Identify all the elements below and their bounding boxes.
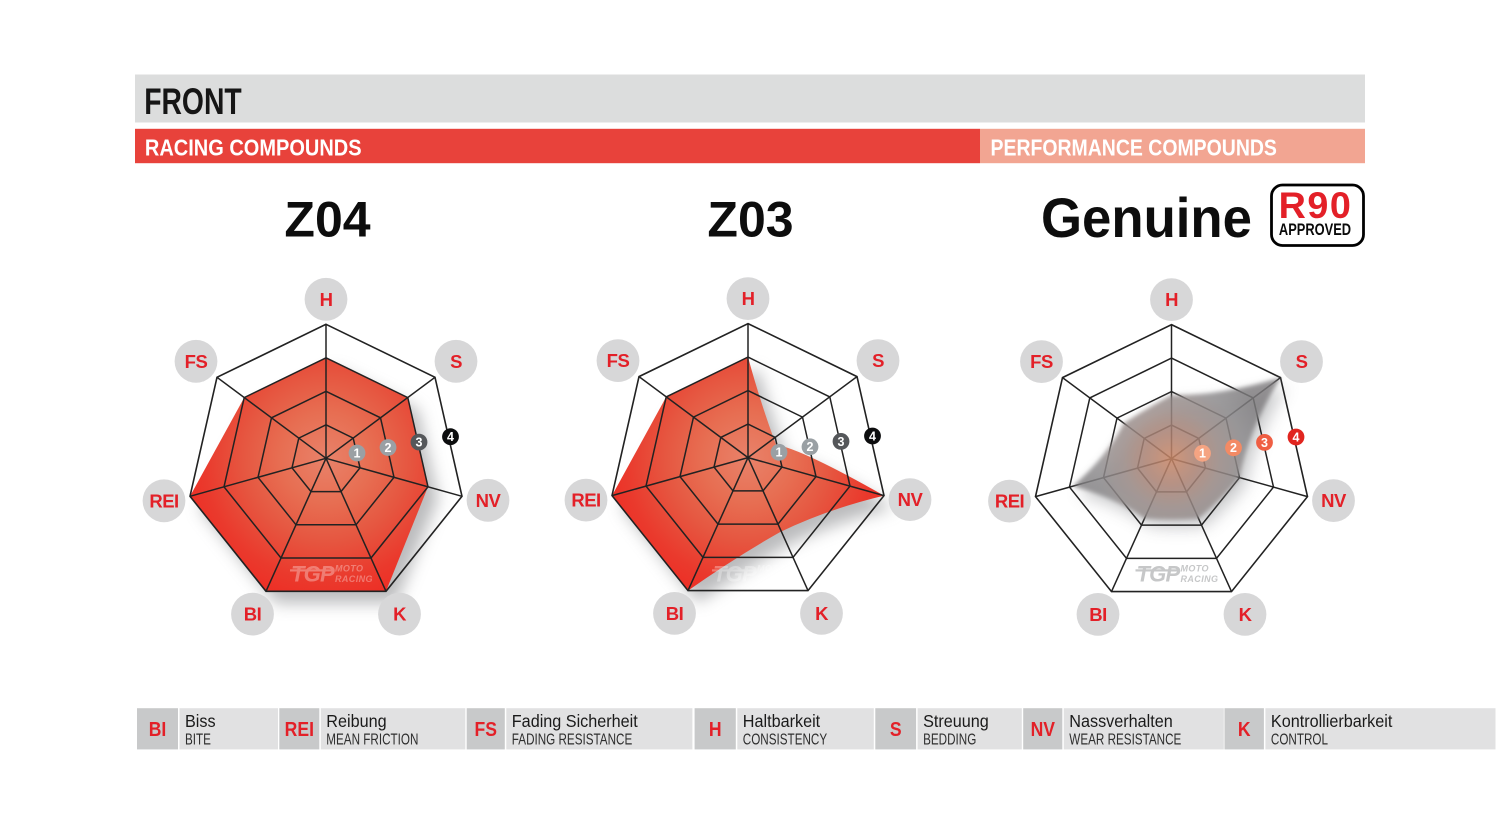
svg-text:FS: FS	[607, 350, 630, 371]
svg-text:K: K	[1238, 718, 1251, 740]
svg-text:4: 4	[869, 429, 876, 443]
svg-text:Z03: Z03	[707, 192, 793, 248]
svg-text:H: H	[742, 288, 755, 309]
svg-text:CONSISTENCY: CONSISTENCY	[743, 730, 828, 748]
svg-text:BI: BI	[1089, 604, 1107, 625]
svg-text:Kontrollierbarkeit: Kontrollierbarkeit	[1271, 711, 1393, 731]
svg-text:FRONT: FRONT	[144, 81, 241, 123]
svg-text:1: 1	[1199, 447, 1206, 461]
svg-text:TGP: TGP	[1137, 562, 1181, 587]
svg-text:Z04: Z04	[284, 192, 370, 248]
svg-text:FS: FS	[185, 351, 208, 372]
svg-text:FS: FS	[1030, 351, 1053, 372]
svg-text:RACING: RACING	[1181, 574, 1219, 584]
svg-text:Fading Sicherheit: Fading Sicherheit	[512, 711, 638, 731]
svg-text:H: H	[1165, 289, 1178, 310]
svg-text:2: 2	[385, 441, 392, 455]
svg-text:2: 2	[807, 440, 814, 454]
svg-text:K: K	[1239, 604, 1253, 625]
svg-text:NV: NV	[898, 489, 924, 510]
svg-text:R90: R90	[1279, 185, 1353, 227]
svg-text:TGP: TGP	[713, 562, 757, 587]
svg-text:BEDDING: BEDDING	[923, 730, 976, 748]
svg-text:S: S	[872, 350, 884, 371]
svg-text:Reibung: Reibung	[326, 711, 386, 731]
svg-text:NV: NV	[1031, 718, 1056, 740]
svg-text:REI: REI	[995, 491, 1024, 512]
svg-text:K: K	[393, 604, 407, 625]
svg-text:TGP: TGP	[291, 562, 335, 587]
svg-text:3: 3	[416, 436, 423, 450]
svg-text:2: 2	[1230, 441, 1237, 455]
svg-text:BI: BI	[666, 603, 684, 624]
svg-text:APPROVED: APPROVED	[1279, 222, 1351, 240]
svg-text:FADING RESISTANCE: FADING RESISTANCE	[512, 730, 632, 748]
svg-text:Streuung: Streuung	[923, 711, 989, 731]
svg-text:FS: FS	[475, 718, 497, 740]
svg-text:RACING: RACING	[757, 574, 795, 584]
svg-text:RACING: RACING	[335, 574, 373, 584]
svg-text:K: K	[815, 603, 829, 624]
svg-text:BITE: BITE	[185, 730, 211, 748]
svg-text:Nassverhalten: Nassverhalten	[1069, 711, 1172, 731]
svg-text:Biss: Biss	[185, 711, 216, 731]
svg-text:4: 4	[447, 430, 454, 444]
svg-text:4: 4	[1293, 430, 1300, 444]
svg-text:MOTO: MOTO	[1181, 564, 1209, 574]
svg-text:REI: REI	[285, 718, 314, 740]
svg-text:Genuine: Genuine	[1041, 188, 1252, 250]
svg-text:MEAN FRICTION: MEAN FRICTION	[326, 730, 418, 748]
svg-text:H: H	[709, 718, 722, 740]
svg-text:S: S	[890, 718, 902, 740]
svg-text:1: 1	[354, 446, 361, 460]
svg-text:WEAR RESISTANCE: WEAR RESISTANCE	[1069, 730, 1181, 748]
svg-text:PERFORMANCE COMPOUNDS: PERFORMANCE COMPOUNDS	[991, 135, 1277, 161]
svg-text:3: 3	[838, 435, 845, 449]
svg-text:RACING COMPOUNDS: RACING COMPOUNDS	[145, 134, 362, 161]
svg-text:REI: REI	[571, 490, 600, 511]
svg-text:Haltbarkeit: Haltbarkeit	[743, 711, 821, 731]
svg-text:H: H	[320, 289, 333, 310]
svg-text:BI: BI	[244, 604, 262, 625]
svg-text:CONTROL: CONTROL	[1271, 730, 1328, 748]
svg-text:BI: BI	[149, 718, 167, 740]
svg-text:3: 3	[1261, 436, 1268, 450]
svg-text:1: 1	[776, 446, 783, 460]
svg-text:S: S	[1296, 351, 1308, 372]
svg-text:MOTO: MOTO	[335, 564, 363, 574]
svg-text:MOTO: MOTO	[757, 564, 785, 574]
svg-text:REI: REI	[149, 490, 178, 511]
svg-text:S: S	[450, 351, 462, 372]
svg-text:NV: NV	[1321, 490, 1347, 511]
svg-text:NV: NV	[476, 490, 502, 511]
